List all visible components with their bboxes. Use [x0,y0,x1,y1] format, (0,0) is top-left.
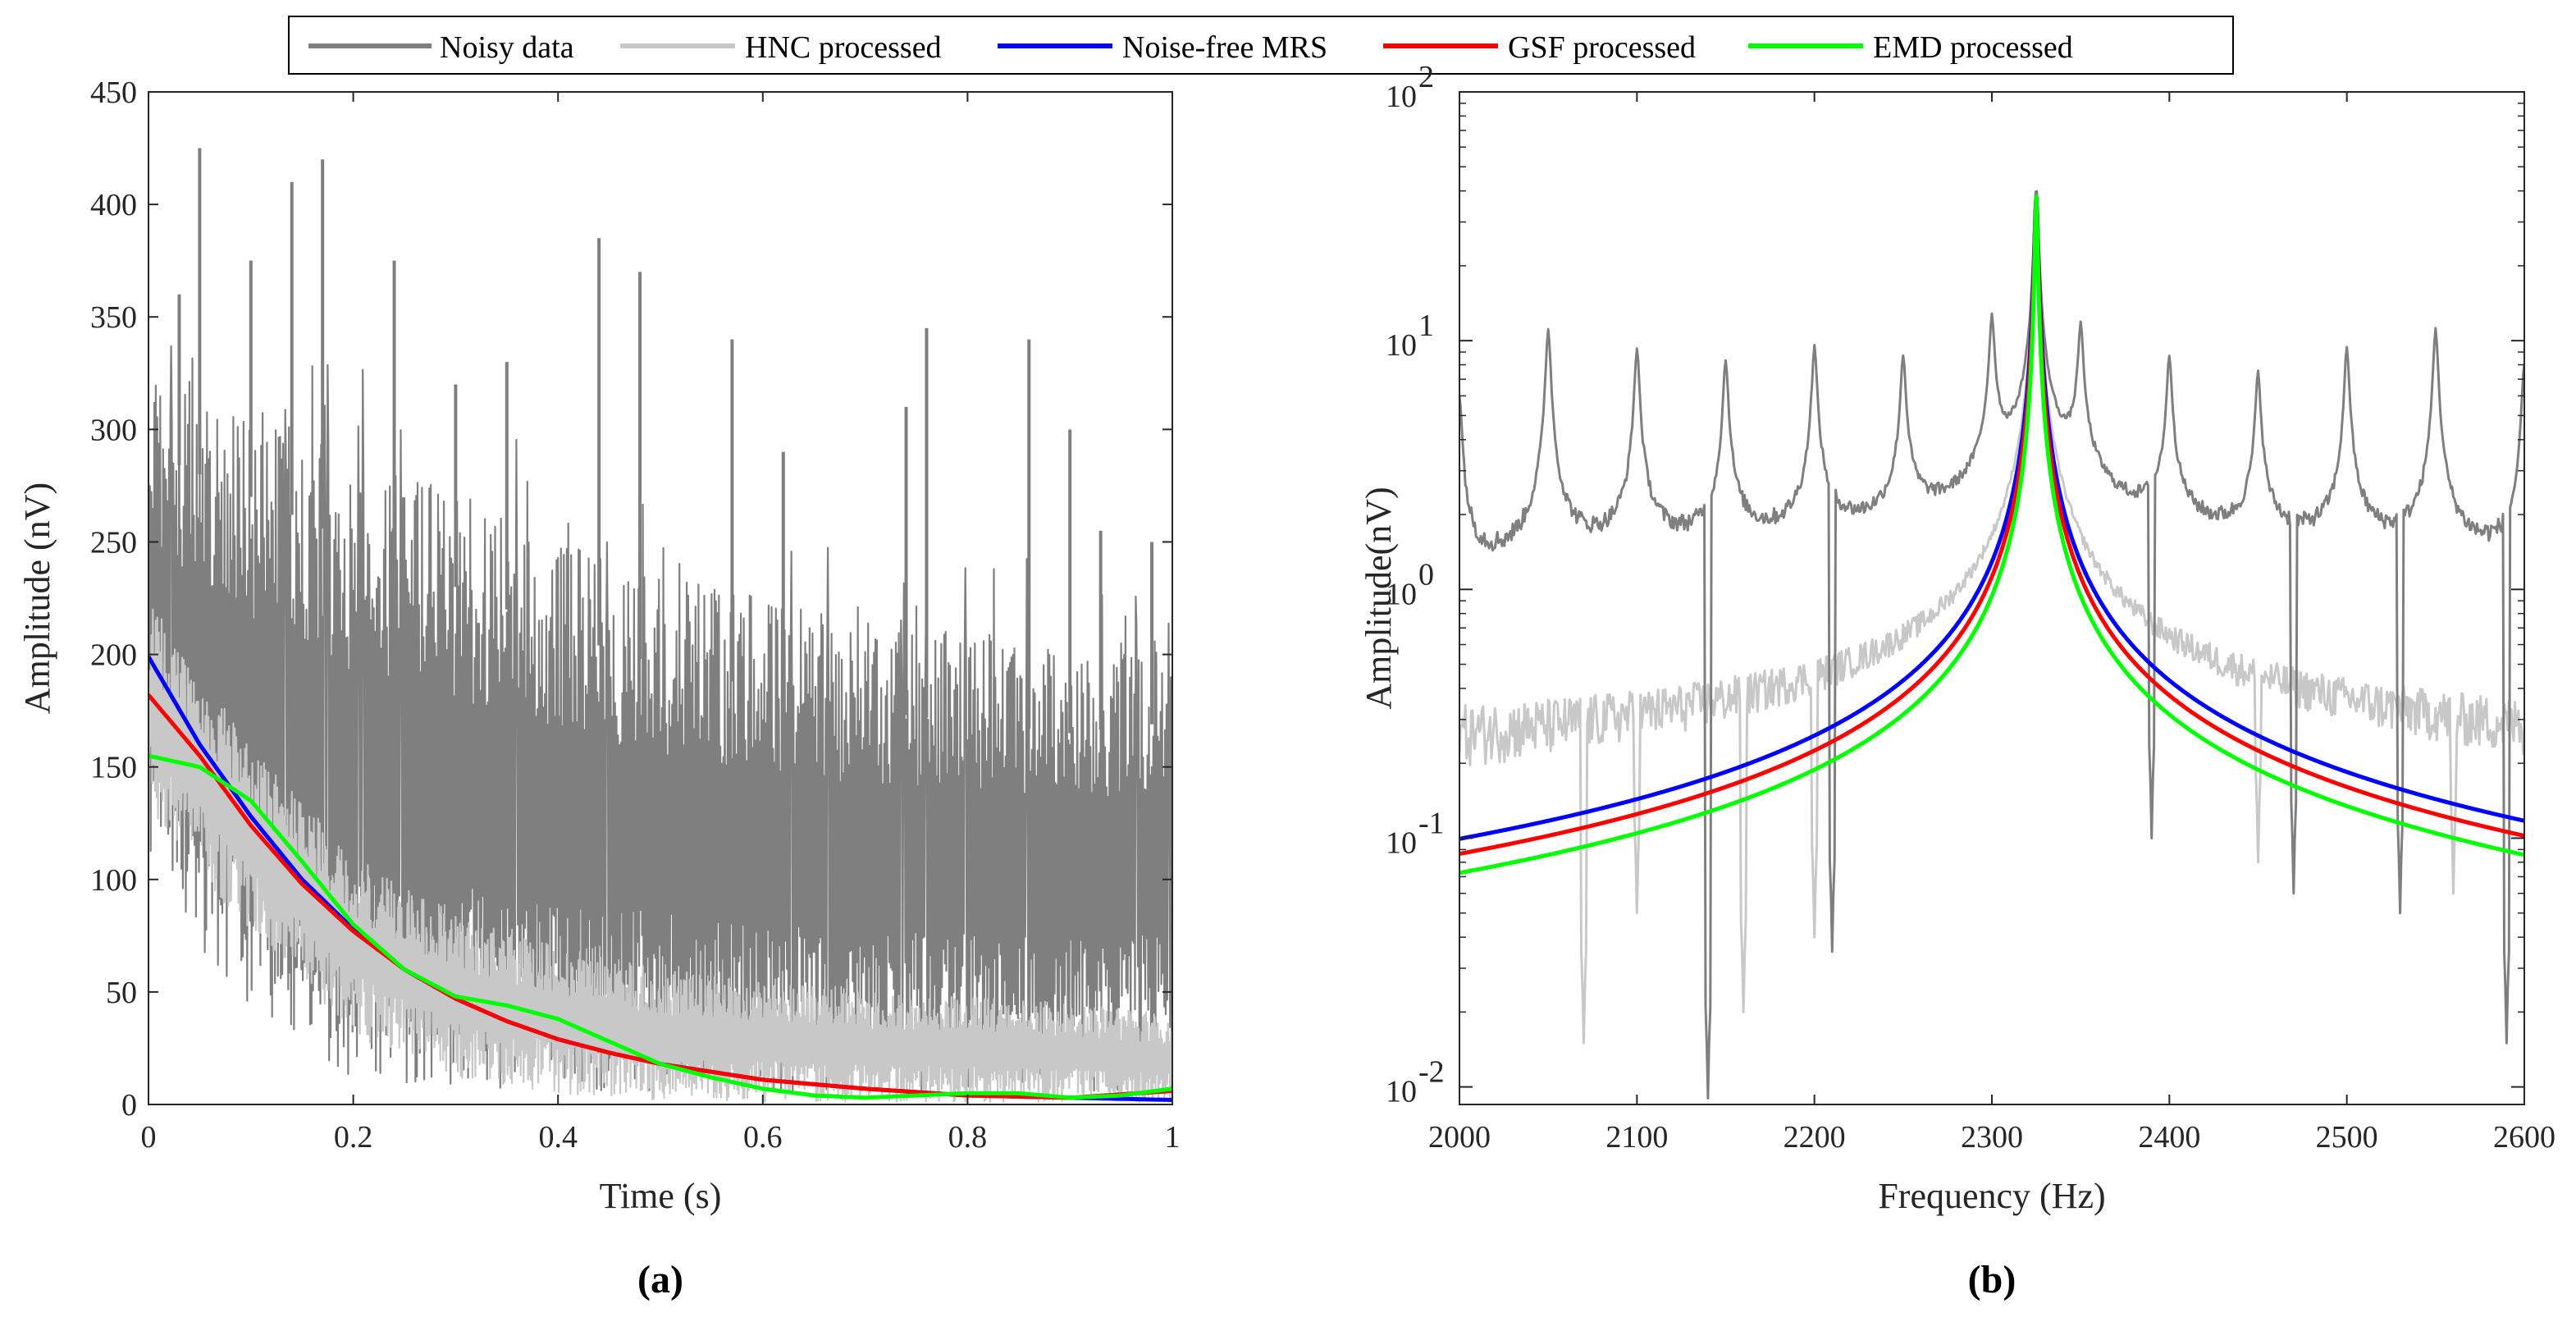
legend-item-noisy: Noisy data [308,30,574,65]
spectrum-line-gsf-processed [1459,194,2524,856]
x-tick-label-b: 2100 [1605,1120,1668,1155]
x-axis-label-a: Time (s) [600,1176,722,1216]
y-tick-label-b: 10 [1386,1075,1417,1109]
y-tick-label-a: 150 [90,751,137,785]
x-ticks-a: 0 0.2 0.4 0.6 0.8 1 [141,92,1181,1155]
y-tick-exponent-b: 0 [1418,557,1434,592]
y-tick-label-a: 450 [90,75,137,110]
y-tick-label-a: 50 [106,976,137,1010]
x-ticks-b: 2000 2100 2200 2300 2400 2500 2600 [1428,92,2555,1155]
y-tick-exponent-b: 2 [1418,60,1434,94]
y-tick-exponent-b: -1 [1418,806,1445,840]
x-tick-label-b: 2500 [2316,1120,2378,1155]
plot-area-b [1459,190,2524,1100]
y-tick-label-b: 10 [1386,328,1417,363]
legend-label-noisy: Noisy data [440,30,574,65]
plot-area-a [148,148,1172,1104]
legend-item-emd: EMD processed [1748,30,2073,65]
y-tick-label-a: 300 [90,413,137,447]
series-noisy-data-a [148,148,1172,1093]
y-ticks-a: 0 50 100 150 200 250 300 350 400 450 [90,75,1172,1123]
spectrum-line-noisy-data [1459,190,2524,1100]
panel-label-a: (a) [637,1258,683,1301]
panel-label-b: (b) [1968,1258,2016,1301]
x-tick-label-b: 2600 [2493,1120,2555,1155]
y-tick-label-a: 250 [90,525,137,560]
legend-label-hnc: HNC processed [745,30,942,65]
y-tick-label-a: 200 [90,638,137,673]
x-tick-label-b: 2200 [1784,1120,1846,1155]
y-axis-label-a: Amplitude (nV) [17,482,57,714]
series-curves-a [148,656,1172,1102]
x-tick-label-b: 2300 [1961,1120,2023,1155]
y-tick-label-a: 100 [90,863,137,898]
spectrum-line-emd-processed [1459,194,2524,876]
legend-label-mrs: Noise-free MRS [1122,30,1327,65]
x-tick-label-a: 0.2 [334,1120,373,1155]
y-tick-label-a: 400 [90,188,137,222]
y-tick-label-a: 0 [121,1088,137,1123]
x-tick-label-b: 2000 [1428,1120,1491,1155]
series-line-hnc-processed [148,608,1172,1104]
y-tick-label-b: 10 [1386,577,1417,611]
panel-b: 2000 2100 2200 2300 2400 2500 2600 10-210-1100… [1359,60,2555,1301]
x-tick-label-a: 0.8 [948,1120,988,1155]
y-tick-exponent-b: 1 [1418,309,1434,343]
y-tick-exponent-b: -2 [1418,1055,1445,1090]
series-line-noisy-data [148,317,1172,1093]
x-axis-label-b: Frequency (Hz) [1878,1176,2105,1216]
x-tick-label-b: 2400 [2138,1120,2200,1155]
y-tick-label-a: 350 [90,300,137,335]
legend-item-mrs: Noise-free MRS [998,30,1327,65]
legend-item-hnc: HNC processed [620,30,942,65]
legend-label-emd: EMD processed [1873,30,2073,65]
spectrum-line-hnc-processed [1459,200,2524,1045]
y-axis-label-b: Amplitude(nV) [1359,487,1399,709]
y-tick-label-b: 10 [1386,80,1417,114]
series-hnc-processed-a [148,608,1172,1104]
x-tick-label-a: 0.6 [743,1120,783,1155]
panel-a: 0 0.2 0.4 0.6 0.8 1 0 50 100 150 200 250 300 350 400 4… [17,75,1181,1301]
x-tick-label-a: 0.4 [538,1120,578,1155]
axes-frame-a [148,91,1173,1105]
y-tick-label-b: 10 [1386,825,1417,860]
legend-label-gsf: GSF processed [1508,30,1696,65]
x-tick-label-a: 0 [141,1120,157,1155]
series-spectra-b [1459,190,2524,1100]
legend-box [288,16,2234,75]
series-line-emd-processed [148,753,1172,1100]
spectrum-line-noise-free-mrs [1459,194,2524,841]
x-tick-label-a: 1 [1165,1120,1181,1155]
legend: Noisy data HNC processed Noise-free MRS … [288,16,2234,75]
legend-item-gsf: GSF processed [1383,30,1696,65]
